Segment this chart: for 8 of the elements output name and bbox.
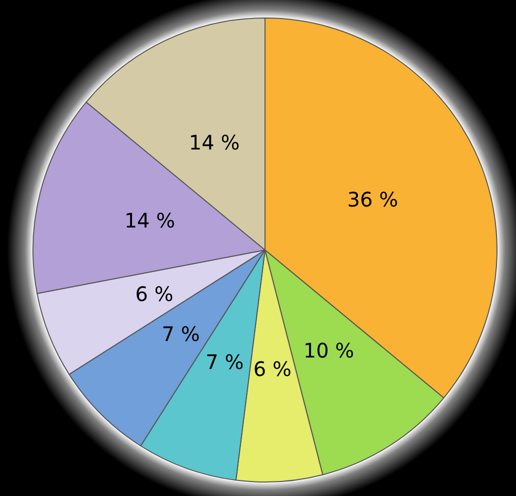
data-label: 14 % [188,130,240,154]
data-label: 10 % [303,338,354,362]
data-label: 36 % [347,187,398,212]
data-label: 6 % [253,356,292,381]
data-label: 14 % [124,208,176,232]
data-label: 7 % [162,322,200,346]
data-label: 6 % [135,282,174,306]
data-label: 7 % [206,350,244,374]
